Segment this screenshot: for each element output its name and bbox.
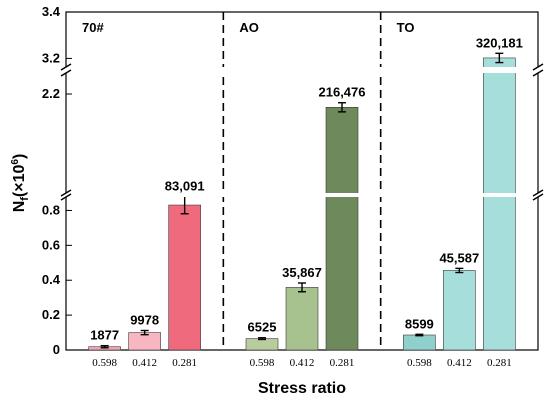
data-label: 6525: [248, 320, 277, 335]
y-tick-label: 0.2: [42, 307, 60, 322]
axis-break-band: [67, 193, 537, 197]
axis-break-mark: [60, 189, 72, 197]
axis-break-mark: [532, 193, 544, 201]
y-tick-label: 0.6: [42, 237, 60, 252]
group-label: TO: [397, 20, 415, 35]
x-tick-label: 0.281: [172, 357, 197, 369]
data-label: 216,476: [319, 85, 366, 100]
group-label: 70#: [82, 20, 104, 35]
data-label: 83,091: [165, 178, 205, 193]
bar: [483, 57, 516, 351]
axis-break-mark: [60, 63, 72, 71]
x-tick-label: 0.412: [290, 357, 315, 369]
data-label: 9978: [130, 312, 159, 327]
y-axis-title: Nf(×106): [10, 154, 31, 213]
x-tick-label: 0.598: [407, 357, 432, 369]
data-label: 1877: [90, 328, 119, 343]
bar: [325, 107, 359, 351]
y-tick-label: 0.8: [42, 202, 60, 217]
axis-break-mark: [60, 193, 72, 201]
axis-break-gap: [532, 67, 544, 73]
axis-break-mark: [532, 189, 544, 197]
y-tick-label: 3.4: [42, 4, 61, 19]
x-tick-label: 0.412: [447, 357, 472, 369]
x-tick-label: 0.412: [132, 357, 157, 369]
x-tick-label: 0.598: [250, 357, 275, 369]
group-label: AO: [239, 20, 258, 35]
bar: [245, 338, 279, 351]
y-tick-label: 0: [53, 342, 60, 357]
axis-break-mark: [532, 63, 544, 71]
axis-break-mark: [532, 69, 544, 77]
data-label: 320,181: [476, 35, 523, 50]
x-axis-title: Stress ratio: [258, 380, 346, 397]
axis-break-gap: [60, 193, 72, 197]
y-tick-label: 0.4: [42, 272, 61, 287]
y-tick-label: 3.2: [42, 50, 60, 65]
x-tick-label: 0.598: [92, 357, 117, 369]
data-label: 8599: [405, 316, 434, 331]
y-tick-label: 2.2: [42, 86, 60, 101]
axis-break-gap: [532, 193, 544, 197]
data-label: 45,587: [439, 250, 479, 265]
axis-break-band: [67, 67, 537, 73]
axis-break-mark: [60, 69, 72, 77]
data-label: 35,867: [282, 265, 322, 280]
x-tick-label: 0.281: [330, 357, 355, 369]
bar: [285, 287, 319, 351]
x-tick-label: 0.281: [487, 357, 512, 369]
bar: [168, 204, 201, 351]
axis-break-gap: [60, 67, 72, 73]
bar: [443, 270, 476, 351]
bar: [403, 334, 436, 351]
